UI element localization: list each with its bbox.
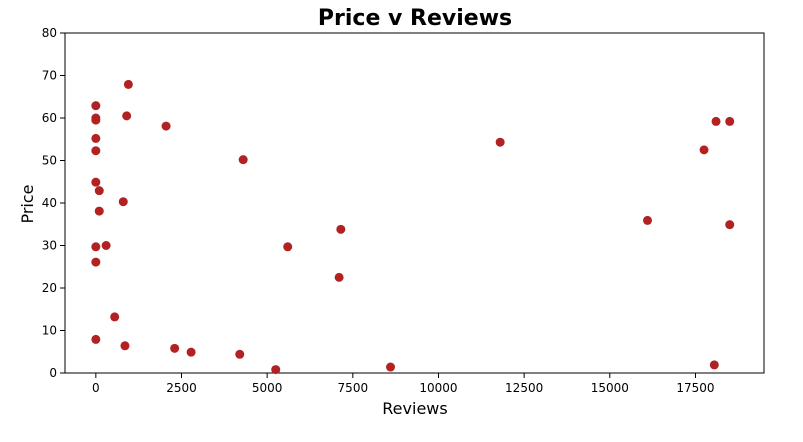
y-tick-label: 80 bbox=[42, 26, 57, 40]
x-tick-label: 12500 bbox=[505, 381, 543, 395]
x-tick-label: 0 bbox=[92, 381, 100, 395]
data-point bbox=[91, 334, 101, 344]
data-point bbox=[699, 145, 709, 155]
data-point bbox=[711, 116, 721, 126]
y-axis-label: Price bbox=[18, 184, 37, 223]
data-point bbox=[123, 79, 133, 89]
x-axis: 0 2500 5000 7500 10000 12500 15000 17500 bbox=[92, 373, 715, 395]
x-tick-label: 15000 bbox=[591, 381, 629, 395]
data-point bbox=[271, 365, 281, 375]
y-tick-label: 70 bbox=[42, 69, 57, 83]
data-point bbox=[725, 220, 735, 230]
data-point bbox=[161, 121, 171, 131]
data-point bbox=[91, 133, 101, 143]
data-point bbox=[118, 197, 128, 207]
data-point bbox=[334, 272, 344, 282]
data-point bbox=[94, 186, 104, 196]
data-point bbox=[122, 111, 132, 121]
x-tick-label: 2500 bbox=[166, 381, 197, 395]
y-tick-label: 40 bbox=[42, 196, 57, 210]
data-point bbox=[101, 241, 111, 250]
data-point bbox=[235, 349, 245, 359]
data-point bbox=[186, 347, 196, 357]
x-tick-label: 7500 bbox=[338, 381, 369, 395]
data-point bbox=[386, 362, 396, 372]
y-tick-label: 20 bbox=[42, 281, 57, 295]
data-point bbox=[91, 242, 101, 252]
plot-frame bbox=[64, 32, 765, 374]
data-point bbox=[94, 206, 104, 216]
y-tick-label: 10 bbox=[42, 324, 57, 338]
x-tick-label: 10000 bbox=[419, 381, 457, 395]
data-point bbox=[91, 115, 101, 125]
data-point bbox=[709, 360, 719, 370]
data-point bbox=[170, 343, 180, 353]
x-tick-label: 5000 bbox=[252, 381, 283, 395]
data-points bbox=[91, 79, 735, 375]
data-point bbox=[238, 155, 248, 165]
y-tick-label: 30 bbox=[42, 239, 57, 253]
y-tick-label: 0 bbox=[49, 366, 57, 380]
x-axis-label: Reviews bbox=[382, 399, 447, 418]
data-point bbox=[643, 215, 652, 225]
x-tick-label: 17500 bbox=[676, 381, 714, 395]
data-point bbox=[725, 116, 735, 126]
data-point bbox=[91, 177, 101, 187]
data-point bbox=[120, 341, 130, 351]
data-point bbox=[91, 257, 101, 267]
data-point bbox=[91, 146, 101, 156]
data-point bbox=[336, 224, 346, 234]
y-tick-label: 50 bbox=[42, 154, 57, 168]
y-axis: 0 10 20 30 40 50 60 70 80 bbox=[42, 26, 65, 380]
chart-title: Price v Reviews bbox=[318, 6, 512, 31]
y-tick-label: 60 bbox=[42, 111, 57, 125]
data-point bbox=[110, 312, 120, 322]
data-point bbox=[283, 242, 293, 252]
data-point bbox=[91, 101, 101, 111]
data-point bbox=[495, 137, 505, 147]
